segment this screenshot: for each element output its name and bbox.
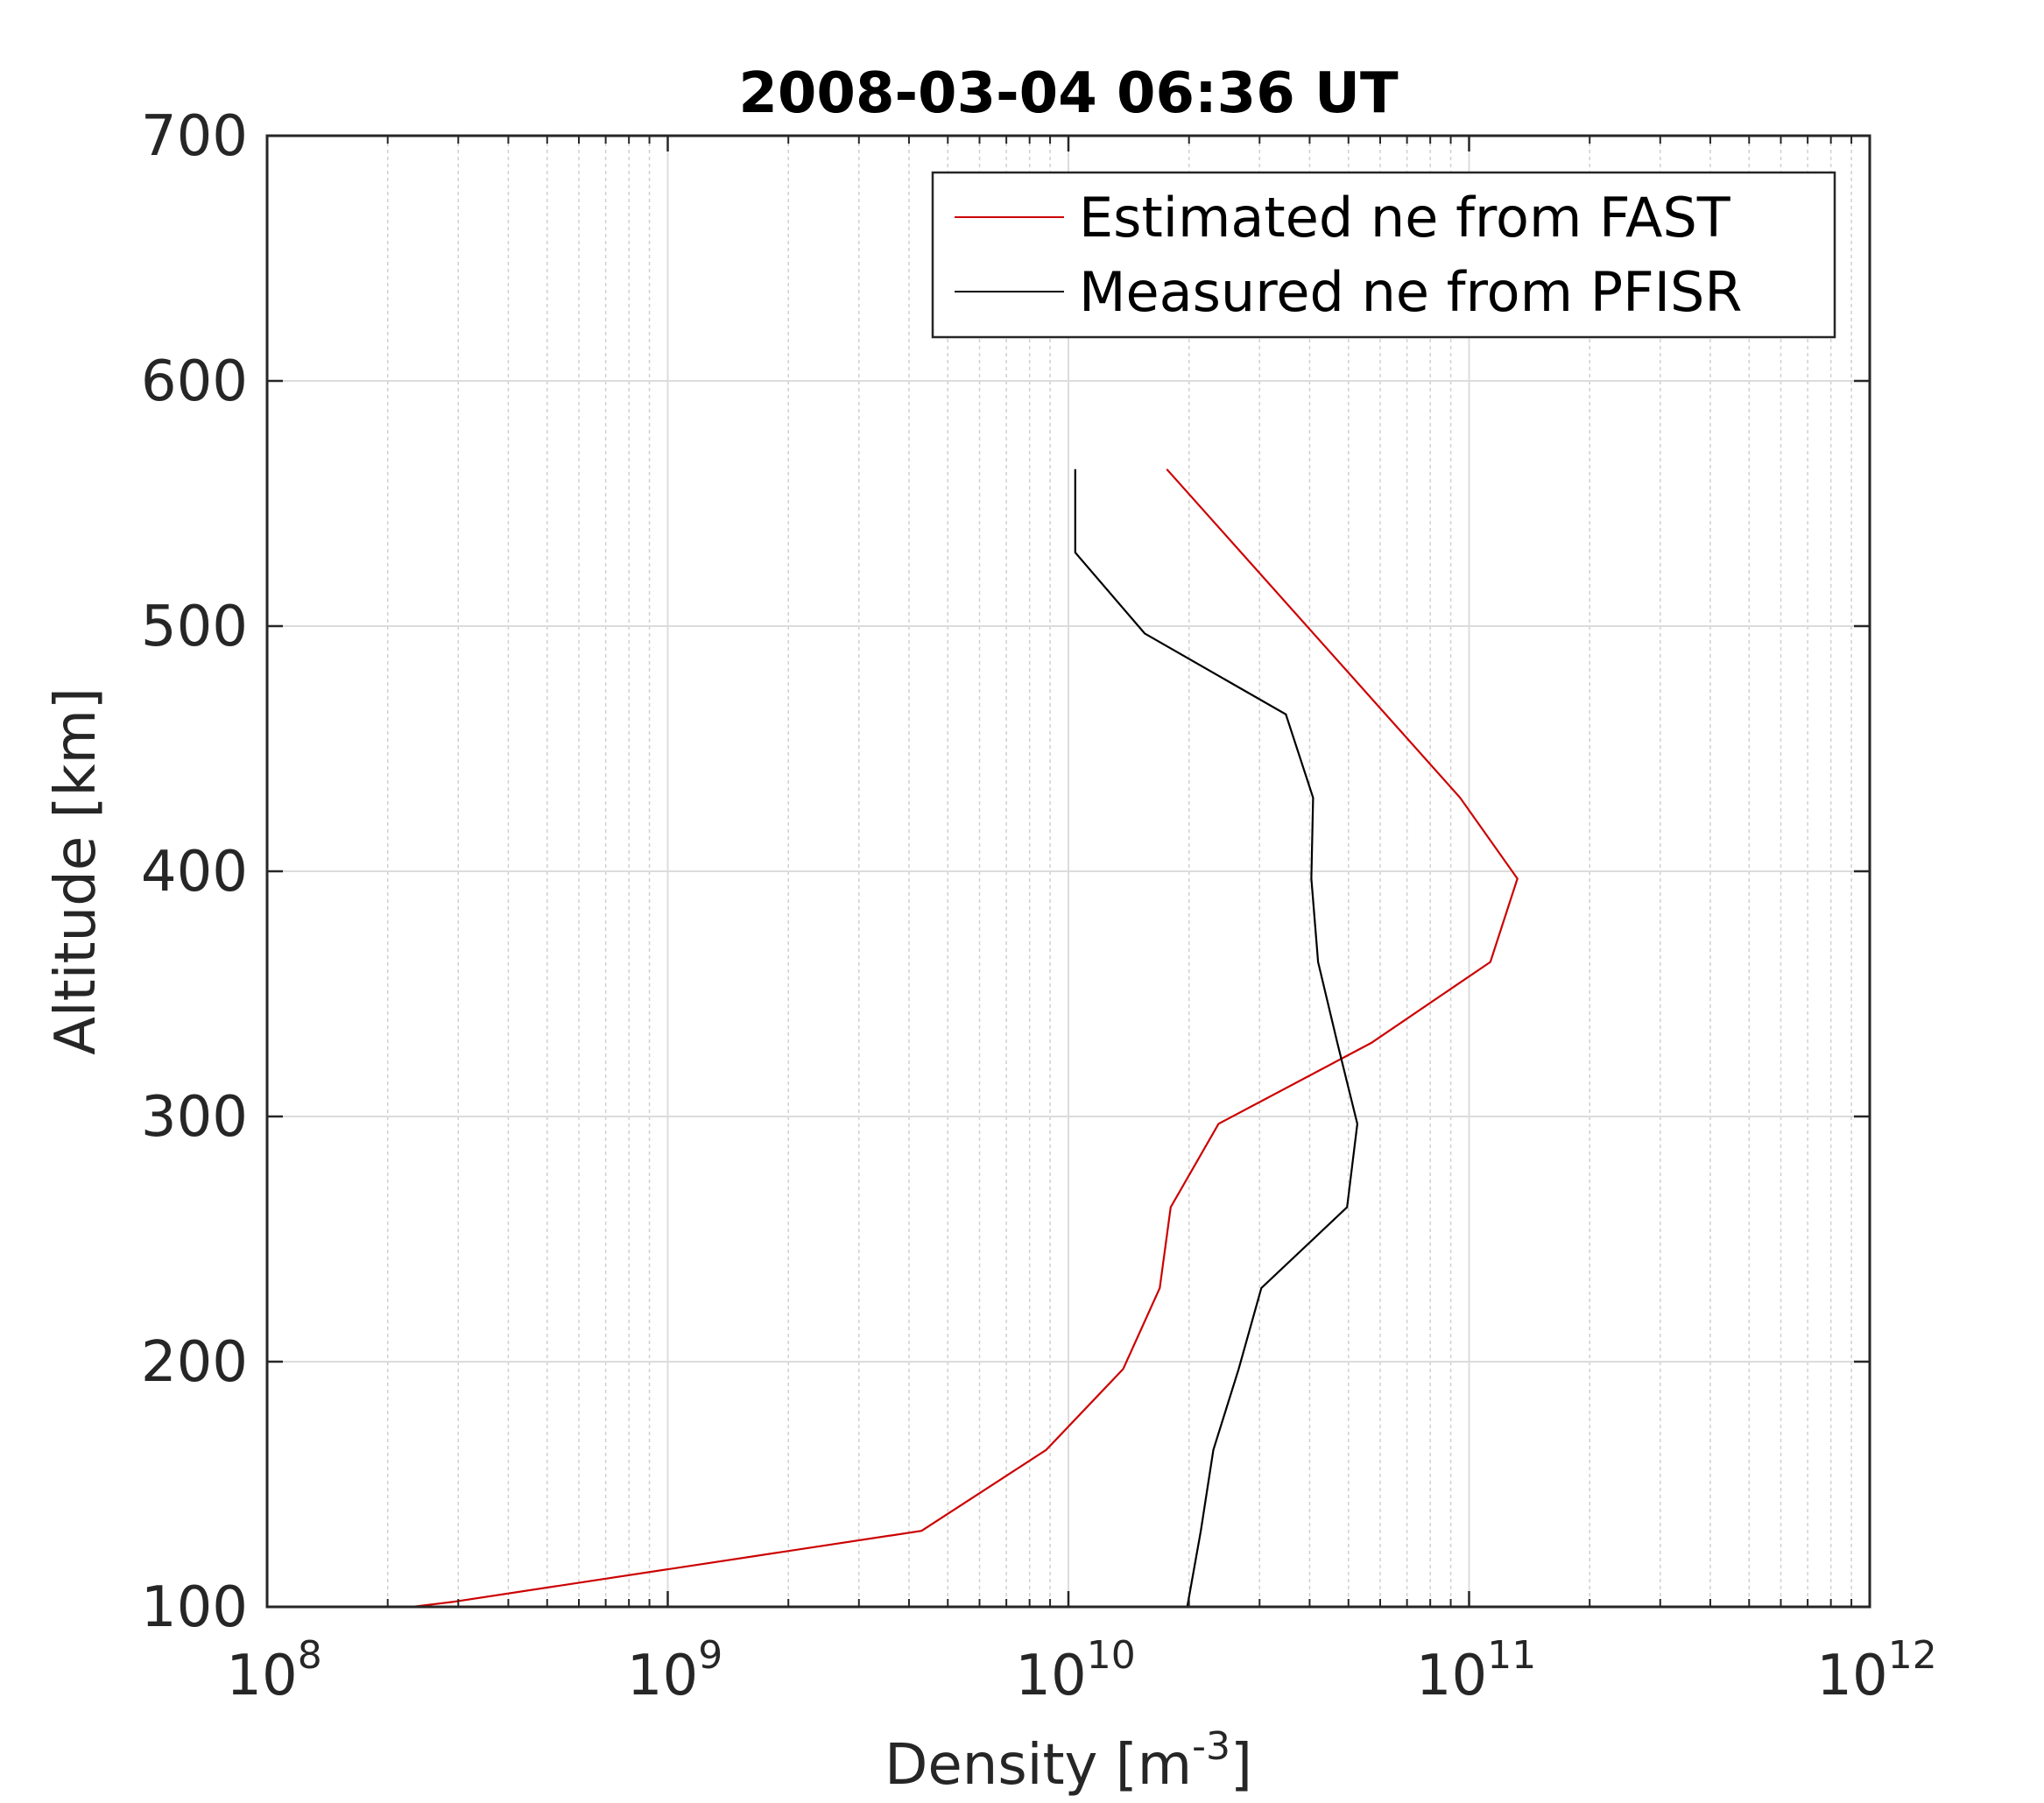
x-axis-label: Density [m-3] <box>885 1724 1252 1798</box>
y-tick-label: 300 <box>141 1085 248 1150</box>
chart-title: 2008-03-04 06:36 UT <box>738 61 1399 126</box>
axis-ticks <box>265 134 1871 1609</box>
x-tick-label: 1012 <box>1816 1633 1936 1708</box>
series-lines <box>412 468 1519 1609</box>
legend: Estimated ne from FAST Measured ne from … <box>931 171 1836 339</box>
y-tick-labels: 100 200 300 400 500 600 700 <box>141 104 248 1640</box>
legend-label-fast: Estimated ne from FAST <box>1079 186 1731 250</box>
series-line-fast <box>412 468 1519 1609</box>
y-tick-label: 400 <box>141 840 248 905</box>
x-tick-label: 1011 <box>1416 1633 1536 1708</box>
x-tick-label: 109 <box>627 1633 722 1708</box>
y-axis-label: Altitude [km] <box>44 687 109 1055</box>
y-tick-label: 500 <box>141 595 248 659</box>
y-tick-label: 100 <box>141 1575 248 1640</box>
x-tick-labels: 108 109 1010 1011 1012 <box>226 1633 1936 1708</box>
series-line-pfisr <box>1074 468 1359 1608</box>
legend-box <box>931 171 1836 339</box>
y-tick-label: 600 <box>141 349 248 414</box>
x-tick-label: 108 <box>226 1633 321 1708</box>
grid <box>267 136 1870 1607</box>
y-tick-label: 200 <box>141 1330 248 1395</box>
legend-label-pfisr: Measured ne from PFISR <box>1079 260 1742 324</box>
y-tick-label: 700 <box>141 104 248 169</box>
x-tick-label: 1010 <box>1015 1633 1135 1708</box>
